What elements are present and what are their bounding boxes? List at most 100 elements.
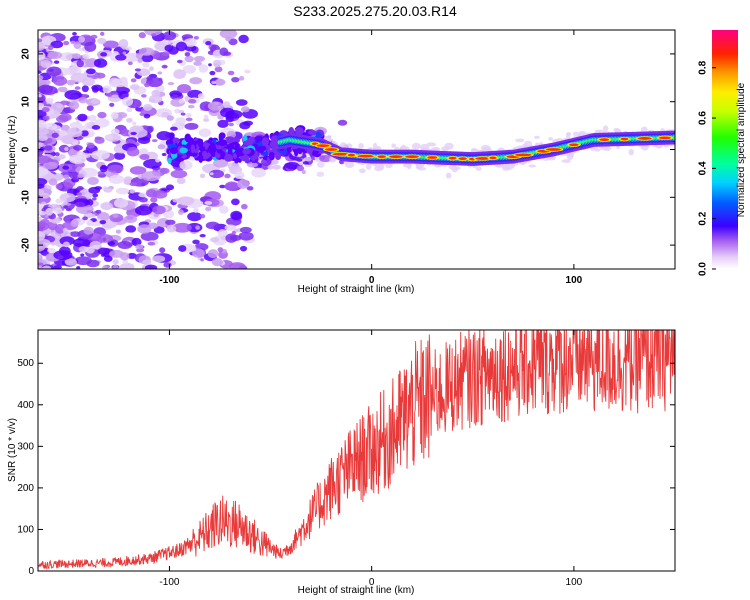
spectrogram-noise-cell [138,32,146,39]
spectrogram-noise-cell [42,265,52,269]
spectrogram-noise-cell [207,249,219,259]
spectrogram-noise-cell [64,90,82,100]
spectrogram-halo-cell [524,140,533,147]
spectrogram-noise-cell [97,247,111,255]
spectrogram-noise-cell [86,142,95,149]
spectrogram-signal-cell [256,145,264,153]
spectrogram-noise-cell [83,226,94,235]
spectrogram-noise-cell [100,202,113,211]
spectrogram-noise-cell [211,258,223,267]
snr-panel: -100 0 100 0 100 200 300 400 500 Height of strai… [7,329,676,596]
spectrogram-noise-cell [186,113,192,118]
spectrogram-noise-cell [64,258,77,266]
ridge-peak-cell [475,157,491,160]
spectrogram-signal-cell [198,155,204,160]
spectrogram-noise-cell [155,108,173,118]
spectrogram-ytick-label: 10 [21,96,32,108]
spectrogram-noise-cell [128,128,148,138]
spectrogram-noise-cell [146,189,158,198]
spectrogram-signal-cell [216,149,223,154]
spectrogram-noise-cell [337,119,348,126]
spectrogram-noise-cell [184,52,191,57]
spectrogram-halo-cell [417,167,427,171]
spectrogram-halo-cell [374,162,384,169]
ridge-peak-cell [458,157,467,161]
spectrogram-noise-cell [112,264,119,269]
spectrogram-noise-cell [209,172,214,176]
spectrogram-noise-cell [59,192,76,203]
spectrogram-noise-cell [192,239,200,245]
spectrogram-halo-cell [510,163,516,168]
spectrogram-noise-cell [53,265,62,269]
spectrogram-halo-cell [426,142,437,147]
spectrogram-noise-cell [86,105,94,111]
spectrogram-noise-cell [77,173,85,179]
spectrogram-halo-cell [593,148,601,152]
spectrogram-halo-cell [411,142,421,150]
spectrogram-noise-cell [122,51,127,55]
spectrogram-noise-cell [38,120,47,129]
spectrogram-noise-cell [76,60,85,68]
spectrogram-signal-cell [226,137,234,144]
spectrogram-noise-cell [303,157,312,162]
spectrogram-noise-cell [141,54,154,63]
spectrogram-halo-cell [345,143,353,149]
spectrogram-noise-cell [174,108,181,114]
spectrogram-noise-cell [47,247,56,254]
spectrogram-noise-cell [272,164,281,170]
spectrogram-halo-cell [444,142,454,150]
spectrogram-signal-cell [261,137,269,147]
spectrogram-halo-cell [452,166,461,171]
spectrogram-noise-cell [227,162,240,170]
ridge-peak-cell [325,148,338,151]
spectrogram-noise-cell [87,177,99,185]
spectrogram-noise-cell [76,185,84,191]
spectrogram-noise-cell [140,231,159,242]
spectrogram-noise-cell [94,118,110,128]
spectrogram-noise-cell [97,111,107,119]
spectrogram-noise-cell [78,36,85,43]
spectrogram-noise-cell [122,53,138,63]
spectrogram-noise-cell [122,260,129,265]
spectrogram-noise-cell [187,104,195,109]
ridge-peak-cell [357,154,374,158]
spectrogram-noise-cell [151,89,161,98]
spectrogram-noise-cell [204,200,213,205]
spectrogram-noise-cell [137,58,143,63]
spectrogram-noise-cell [239,226,252,234]
spectrogram-halo-cell [602,125,609,132]
spectrogram-noise-cell [173,69,186,80]
spectrogram-noise-cell [81,158,85,162]
spectrogram-ytick-label: -20 [21,237,32,252]
spectrogram-noise-cell [38,38,43,43]
spectrogram-noise-cell [75,120,80,125]
spectrogram-halo-cell [358,142,364,149]
spectrogram-noise-cell [153,213,159,218]
spectrogram-noise-cell [231,76,240,83]
spectrogram-noise-cell [126,252,137,259]
spectrogram-noise-cell [82,93,89,98]
spectrogram-noise-cell [86,219,94,226]
spectrogram-noise-cell [144,30,163,36]
spectrogram-halo-cell [572,131,580,137]
spectrogram-ytick-label: 20 [21,48,32,60]
spectrogram-noise-cell [222,101,231,109]
spectrogram-noise-cell [111,78,129,88]
spectrogram-noise-cell [74,86,81,90]
spectrogram-noise-cell [302,161,309,165]
spectrogram-noise-cell [129,166,147,175]
spectrogram-noise-cell [141,182,146,187]
spectrogram-xtick-label: -100 [159,275,179,286]
snr-frame [37,329,676,572]
spectrogram-xlabel: Height of straight line (km) [298,284,415,295]
spectrogram-noise-cell [192,248,205,258]
spectrogram-halo-cell [640,126,648,132]
spectrogram-halo-cell [391,143,397,148]
spectrogram-noise-cell [199,214,206,219]
spectrogram-noise-cell [146,125,154,133]
spectrogram-noise-cell [217,229,228,237]
spectrogram-noise-cell [125,225,137,233]
spectrogram-noise-cell [113,152,126,160]
spectrogram-noise-cell [38,216,42,222]
